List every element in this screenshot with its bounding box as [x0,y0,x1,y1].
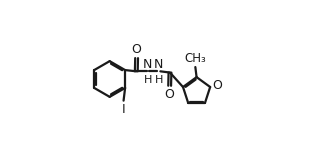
Text: O: O [213,79,223,92]
Text: H: H [143,75,152,85]
Text: H: H [154,75,163,85]
Text: O: O [132,43,142,56]
Text: N: N [154,58,164,71]
Text: CH₃: CH₃ [184,52,206,65]
Text: O: O [165,88,175,101]
Text: N: N [143,58,152,71]
Text: I: I [122,103,125,116]
